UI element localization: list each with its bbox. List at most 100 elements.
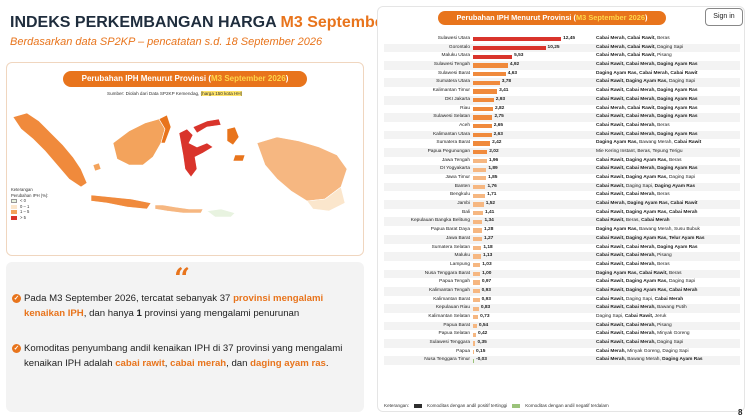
value-label: 2,75 (494, 114, 504, 120)
bar (473, 80, 500, 85)
commodity-item: Cabai Rawit, (596, 183, 626, 189)
province-label: Sumatera Utara (436, 79, 470, 85)
commodity-item: Daging Ayam Ras (657, 88, 698, 94)
commodity-item: Pisang (657, 53, 672, 59)
commodity-item: Cabai Merah, (596, 53, 628, 59)
commodity-item: Cabai Rawit, (596, 235, 626, 241)
commodity-item: Beras (657, 122, 670, 128)
value-label: 2,42 (492, 140, 502, 146)
commodity-item: Cabai Merah, (596, 36, 628, 41)
value-label: 0,83 (480, 305, 491, 311)
commodity-item: Cabai Rawit (670, 70, 698, 76)
sign-in-button[interactable]: Sign in (705, 8, 743, 26)
chart-row: Kalimantan Selatan 0,73 Daging Sapi, Cabai… (384, 313, 740, 322)
commodity-list: Cabai Rawit, Cabai Merah, Minyak Goreng (596, 330, 690, 339)
bar (473, 158, 487, 164)
chart-row: Bengkulu 1,71 Cabai Rawit, Cabai Merah, Be… (384, 191, 740, 200)
province-label: Jambi (457, 201, 470, 207)
commodity-item: Jeruk (654, 314, 667, 319)
bar (473, 289, 480, 294)
commodity-item: Cabai Rawit, (596, 192, 626, 198)
commodity-item: Cabai Merah, (625, 131, 658, 137)
commodity-item: Cabai Rawit (674, 140, 702, 146)
commodity-item: Cabai Rawit, (627, 53, 658, 59)
page-subtitle: Berdasarkan data SP2KP – pencatatan s.d.… (10, 36, 323, 48)
bar (473, 254, 481, 259)
commodity-list: Cabai Merah, Cabai Rawit, Daging Ayam Ra… (596, 105, 698, 114)
commodity-item: Cabai Rawit, (596, 209, 626, 215)
province-label: Kepulauan Riau (435, 305, 470, 311)
province-label: Sulawesi Tengah (433, 62, 470, 68)
bar (473, 358, 474, 363)
province-label: Jawa Tengah (441, 157, 470, 163)
value-label: 1,28 (484, 227, 494, 233)
province-label: Sumatera Selatan (431, 244, 470, 250)
commodity-item: Daging Ayam Ras (657, 114, 698, 120)
chart-row: Papua Barat Daya 1,28 Daging Ayam Ras, Baw… (384, 226, 740, 235)
bar (473, 332, 476, 337)
commodity-item: Cabai Merah, (596, 44, 628, 50)
bar (473, 271, 481, 277)
province-label: Kalimantan Selatan (428, 314, 470, 319)
commodity-item: Cabai Rawit, (596, 253, 626, 259)
commodity-item: Cabai Rawit, (596, 114, 626, 120)
commodity-item: Cabai Rawit, (624, 314, 655, 319)
bar (473, 150, 488, 155)
province-label: Maluku (454, 253, 470, 259)
value-label: 1,27 (483, 235, 494, 241)
summary-bullet-1: ✓ Pada M3 September 2026, tercatat seban… (12, 293, 324, 319)
value-label: 0,93 (481, 296, 491, 302)
bar (473, 167, 487, 172)
province-label: Kalimantan Barat (433, 296, 470, 302)
commodity-item: Cabai Rawit, (596, 244, 626, 250)
value-label: 1,34 (484, 218, 494, 224)
commodity-list: Daging Ayam Ras, Bawang Merah, Cabai Raw… (596, 139, 701, 148)
chart-row: Kepulauan Riau 0,83 Cabai Rawit, Cabai Mer… (384, 304, 740, 313)
commodity-item: Cabai Rawit, (596, 62, 626, 68)
commodity-item: Bawang Putih (657, 305, 687, 311)
map-region-sumatera (12, 112, 88, 188)
chart-row: Maluku Utara 5,53 Cabai Merah, Cabai Rawit… (384, 52, 740, 61)
commodity-list: Cabai Rawit, Cabai Merah, Bawang Putih (596, 304, 687, 313)
chart-row: Sumatera Selatan 1,18 Cabai Rawit, Cabai M… (384, 244, 740, 253)
commodity-item: Daging Ayam Ras (657, 131, 698, 137)
map-panel: Perubahan IPH Menurut Provinsi (M3 Septe… (6, 62, 364, 256)
value-label: 4,63 (507, 70, 518, 76)
province-label: Banten (454, 183, 470, 189)
commodity-list: Cabai Rawit, Daging Ayam Ras, Daging Sap… (596, 78, 695, 87)
commodity-item: Daging Sapi, (625, 183, 655, 189)
value-label: 0,42 (477, 331, 488, 337)
commodity-item: Cabai Rawit, (627, 36, 658, 41)
province-label: Sulawesi Tenggara (429, 340, 470, 346)
commodity-item: Beras, (625, 218, 642, 224)
province-label: Aceh (459, 122, 470, 128)
commodity-item: Cabai Merah, (625, 192, 658, 198)
province-label: Lampung (449, 261, 470, 267)
commodity-list: Mie Kering Instant, Beras, Tepung Terigu (596, 148, 683, 157)
commodity-item: Cabai Rawit, (596, 175, 626, 180)
commodity-item: Cabai Rawit, (596, 96, 626, 102)
commodity-item: Beras (657, 192, 670, 198)
commodity-item: Daging Ayam Ras (657, 96, 698, 102)
map-region-kalimantan (112, 118, 166, 166)
province-label: Sulawesi Barat (438, 70, 470, 76)
commodity-list: Cabai Merah, Daging Ayam Ras, Cabai Rawi… (596, 200, 698, 209)
commodity-item: Cabai Merah (668, 209, 698, 215)
chart-row: Kalimantan Timur 3,41 Cabai Rawit, Cabai M… (384, 87, 740, 96)
commodity-item: Cabai Merah, (625, 331, 658, 337)
map-region-bangka (92, 162, 102, 172)
commodity-list: Daging Ayam Ras, Cabai Rawit, Beras (596, 270, 682, 279)
value-label: 10,25 (547, 44, 560, 50)
commodity-item: Daging Sapi (668, 79, 696, 85)
province-bar-chart: Sulawesi Utara 12,45 Cabai Merah, Cabai Ra… (384, 35, 740, 366)
commodity-item: Daging Ayam Ras, (596, 140, 640, 146)
summary-bullet-2: ✓ Komoditas penyumbang andil kenaikan IP… (12, 343, 343, 369)
bar (473, 323, 477, 329)
chart-row: Sulawesi Tengah 4,92 Cabai Rawit, Cabai Me… (384, 61, 740, 70)
province-label: Papua Selatan (438, 331, 470, 337)
bar (473, 71, 506, 77)
commodity-item: Daging Ayam Ras, (627, 201, 671, 207)
commodity-item: Cabai Rawit, (596, 131, 626, 137)
commodity-item: Cabai Rawit, (596, 79, 626, 85)
indonesia-map (12, 112, 348, 218)
